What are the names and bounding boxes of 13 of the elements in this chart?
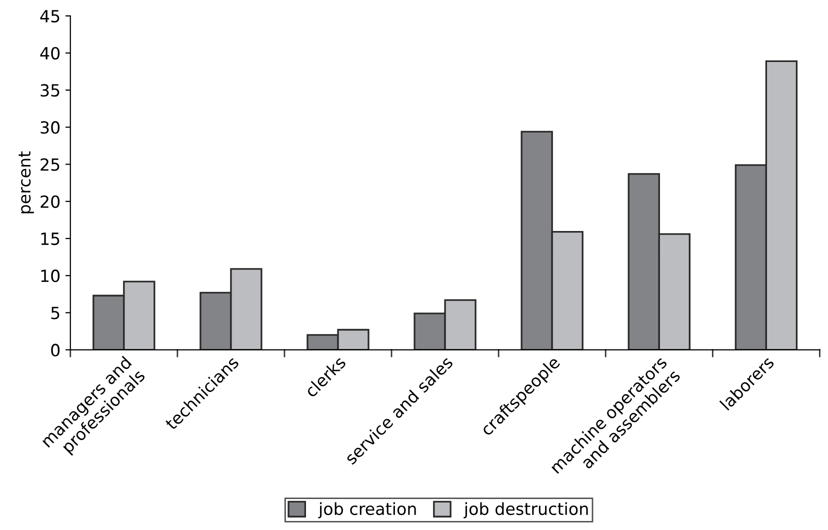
y-tick-label: 30 — [40, 121, 60, 134]
y-tick-label: 20 — [40, 195, 60, 208]
y-tick-label: 25 — [40, 158, 60, 171]
y-tick-label: 35 — [40, 84, 60, 97]
legend-label: job destruction — [464, 502, 588, 518]
y-axis-title: percent — [18, 151, 34, 214]
y-tick-label: 40 — [40, 46, 60, 60]
y-tick-label: 0 — [51, 344, 60, 356]
y-tick-label: 45 — [40, 10, 60, 22]
y-tick-label: 10 — [41, 270, 60, 282]
y-tick-label: 5 — [51, 306, 60, 320]
y-tick-label: 15 — [41, 232, 60, 246]
legend-label: job creation — [318, 502, 416, 518]
